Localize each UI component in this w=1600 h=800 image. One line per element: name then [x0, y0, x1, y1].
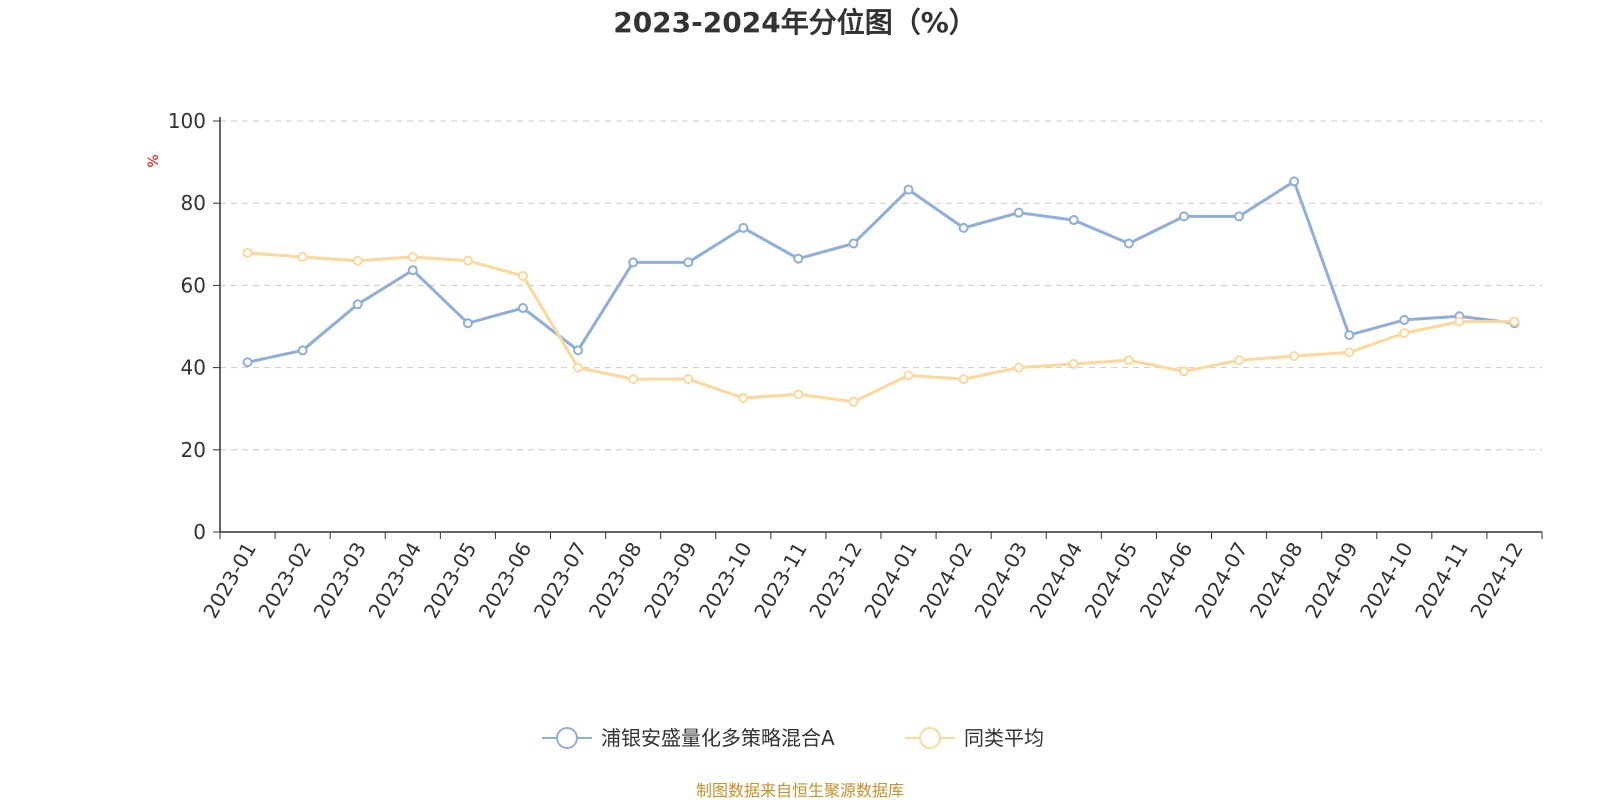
legend-average-label: 同类平均: [964, 726, 1044, 750]
x-tick-label: 2024-11: [1410, 538, 1473, 622]
data-point[interactable]: [1178, 366, 1189, 377]
grid-lines: [220, 120, 1542, 451]
data-point[interactable]: [1289, 351, 1300, 362]
data-point[interactable]: [1289, 176, 1300, 187]
data-point[interactable]: [297, 252, 308, 263]
x-tick-label: 2024-12: [1465, 538, 1528, 622]
data-point[interactable]: [1454, 316, 1465, 327]
series-1: [242, 247, 1520, 407]
x-tick-label: 2023-12: [804, 538, 867, 622]
axes: 0 20 40 60 80 100 2023-012023-022023-032023-04…: [168, 109, 1543, 622]
x-tick-label: 2023-11: [749, 538, 812, 622]
data-point[interactable]: [1234, 211, 1245, 222]
data-point[interactable]: [848, 238, 859, 249]
y-tick-label: 100: [168, 109, 206, 133]
data-point[interactable]: [517, 303, 528, 314]
x-tick-label: 2023-01: [198, 538, 261, 622]
x-tick-label: 2024-05: [1080, 538, 1143, 622]
data-point[interactable]: [1399, 328, 1410, 339]
data-point[interactable]: [462, 255, 473, 266]
legend-item-fund[interactable]: 浦银安盛量化多策略混合A: [542, 726, 835, 750]
data-point[interactable]: [517, 270, 528, 281]
series-line: [247, 251, 1515, 404]
data-point[interactable]: [1509, 316, 1520, 327]
data-point[interactable]: [958, 374, 969, 385]
legend-fund-circle-icon: [556, 727, 578, 749]
data-point[interactable]: [793, 253, 804, 264]
data-point[interactable]: [848, 396, 859, 407]
data-point[interactable]: [1399, 314, 1410, 325]
x-tick-label: 2024-08: [1245, 538, 1308, 622]
data-point[interactable]: [1123, 238, 1134, 249]
data-source-note: 制图数据来自恒生聚源数据库: [696, 781, 904, 800]
data-point[interactable]: [738, 222, 749, 233]
data-point[interactable]: [297, 345, 308, 356]
series-0: [242, 176, 1520, 368]
x-tick-label: 2023-04: [364, 538, 427, 622]
data-point[interactable]: [1234, 355, 1245, 366]
data-point[interactable]: [352, 299, 363, 310]
x-tick-label: 2024-04: [1025, 538, 1088, 622]
legend-average-circle-icon: [919, 727, 941, 749]
y-tick-label: 40: [181, 356, 206, 380]
data-point[interactable]: [1344, 347, 1355, 358]
data-point[interactable]: [1178, 211, 1189, 222]
data-point[interactable]: [903, 370, 914, 381]
data-point[interactable]: [1068, 215, 1079, 226]
y-tick-label: 20: [181, 438, 206, 462]
y-tick-label: 0: [193, 520, 206, 544]
data-point[interactable]: [573, 345, 584, 356]
data-point[interactable]: [738, 393, 749, 404]
legend: 浦银安盛量化多策略混合A 同类平均: [542, 726, 1044, 750]
data-point[interactable]: [683, 257, 694, 268]
data-point[interactable]: [793, 389, 804, 400]
data-point[interactable]: [573, 362, 584, 373]
x-tick-label: 2023-09: [639, 538, 702, 622]
data-point[interactable]: [1344, 330, 1355, 341]
data-point[interactable]: [1123, 355, 1134, 366]
legend-fund-label: 浦银安盛量化多策略混合A: [601, 726, 835, 750]
data-point[interactable]: [903, 184, 914, 195]
data-point[interactable]: [683, 374, 694, 385]
x-tick-label: 2024-02: [914, 538, 977, 622]
data-point[interactable]: [352, 255, 363, 266]
x-tick-label: 2024-03: [970, 538, 1033, 622]
chart-title: 2023-2024年分位图（%）: [613, 6, 977, 39]
y-tick-label: 80: [181, 191, 206, 215]
x-tick-label: 2023-08: [584, 538, 647, 622]
x-tick-label: 2023-05: [419, 538, 482, 622]
x-tick-label: 2023-02: [253, 538, 316, 622]
data-point[interactable]: [407, 252, 418, 263]
x-tick-label: 2024-01: [859, 538, 922, 622]
x-tick-label: 2023-10: [694, 538, 757, 622]
data-point[interactable]: [407, 265, 418, 276]
data-point[interactable]: [242, 357, 253, 368]
data-point[interactable]: [462, 318, 473, 329]
legend-item-average[interactable]: 同类平均: [905, 726, 1044, 750]
y-axis-unit-label: %: [146, 154, 162, 167]
data-point[interactable]: [242, 247, 253, 258]
x-tick-label: 2024-09: [1300, 538, 1363, 622]
x-tick-label: 2023-06: [474, 538, 537, 622]
y-tick-label: 60: [181, 273, 206, 297]
x-tick-label: 2024-07: [1190, 538, 1253, 622]
data-point[interactable]: [958, 222, 969, 233]
x-tick-label: 2024-10: [1355, 538, 1418, 622]
x-tick-label: 2023-03: [309, 538, 372, 622]
series-lines: [242, 176, 1520, 407]
data-point[interactable]: [1013, 207, 1024, 218]
data-point[interactable]: [628, 257, 639, 268]
data-point[interactable]: [628, 374, 639, 385]
data-point[interactable]: [1068, 358, 1079, 369]
x-tick-label: 2023-07: [529, 538, 592, 622]
series-line: [247, 179, 1515, 364]
x-tick-label: 2024-06: [1135, 538, 1198, 622]
data-point[interactable]: [1013, 362, 1024, 373]
